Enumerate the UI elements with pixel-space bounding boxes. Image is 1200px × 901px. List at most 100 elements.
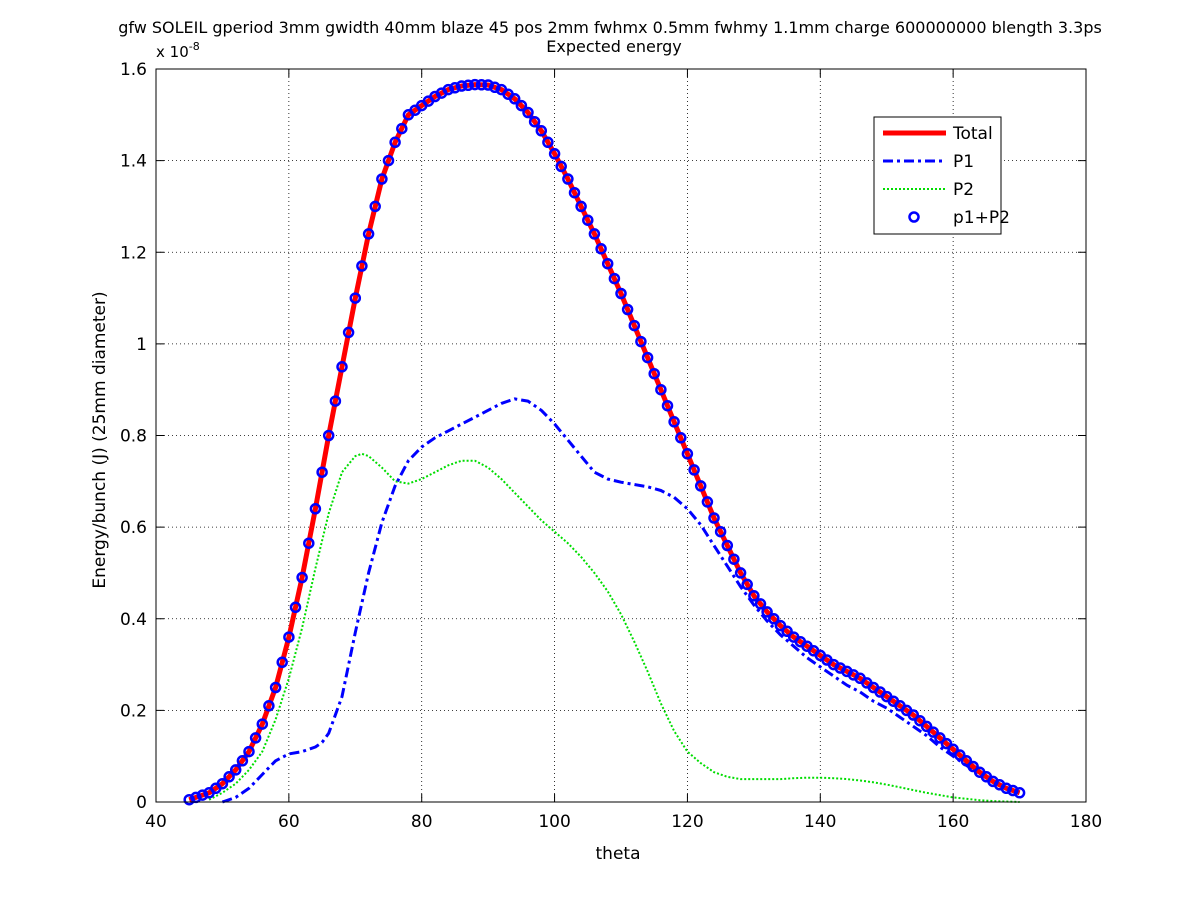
marker-p1p2 (927, 726, 939, 738)
legend: Total P1 P2 p1+P2 (873, 116, 1010, 235)
marker-p1p2 (356, 260, 368, 272)
y-tick-label: 1.6 (120, 60, 147, 80)
marker-p1p2 (1007, 784, 1019, 797)
y-tick-label: 0.6 (120, 518, 147, 538)
y-tick-label: 1.4 (120, 152, 147, 172)
y-axis-label: Energy/bunch (J) (25mm diameter) (90, 291, 110, 588)
y-multiplier: x 10-8 (156, 40, 200, 61)
marker-p1p2 (675, 432, 687, 444)
marker-p1p2 (635, 335, 647, 348)
marker-p1p2 (449, 82, 461, 94)
marker-p1p2 (249, 732, 262, 744)
marker-p1p2 (528, 115, 541, 128)
marker-p1p2 (774, 619, 787, 632)
marker-p1p2 (1013, 787, 1026, 799)
marker-p1p2 (608, 272, 621, 285)
marker-p1p2 (648, 367, 660, 380)
marker-p1p2 (582, 214, 594, 226)
x-tick-label: 140 (804, 812, 836, 832)
marker-p1p2 (728, 553, 740, 565)
marker-p1p2 (754, 598, 767, 610)
y-tick-label: 0.8 (120, 427, 147, 447)
marker-p1p2 (316, 466, 328, 478)
marker-p1p2 (535, 125, 548, 137)
x-tick-label: 100 (538, 812, 570, 832)
marker-p1p2 (621, 303, 634, 316)
marker-p1p2 (309, 503, 322, 515)
marker-p1p2 (940, 737, 953, 750)
marker-p1p2 (768, 613, 780, 625)
marker-p1p2 (283, 631, 295, 643)
marker-p1p2 (515, 99, 528, 112)
marker-p1p2 (269, 681, 282, 694)
marker-p1p2 (303, 537, 315, 549)
marker-p1p2 (907, 709, 920, 721)
marker-p1p2 (967, 760, 979, 773)
marker-p1p2 (694, 480, 707, 492)
marker-p1p2 (276, 656, 288, 669)
chart-title-line1: gfw SOLEIL gperiod 3mm gwidth 40mm blaze… (118, 18, 1102, 37)
marker-p1p2 (641, 351, 654, 364)
marker-p1p2 (362, 228, 375, 240)
marker-p1p2 (548, 148, 561, 160)
marker-p1p2 (349, 292, 362, 304)
marker-p1p2 (522, 106, 534, 119)
marker-p1p2 (508, 93, 521, 105)
legend-label-p1p2: p1+P2 (953, 208, 1010, 228)
legend-label-p1: P1 (953, 152, 974, 172)
marker-p1p2 (236, 755, 249, 767)
marker-p1p2 (734, 567, 747, 579)
marker-p1p2 (455, 80, 468, 92)
series-line-p1 (221, 397, 1021, 804)
x-tick-label: 160 (937, 812, 969, 832)
chart-title-line2: Expected energy (546, 37, 681, 56)
y-tick-label: 1 (136, 335, 147, 355)
marker-p1p2 (322, 429, 335, 442)
y-tick-label: 0.4 (120, 610, 147, 630)
marker-p1p2 (668, 416, 680, 428)
marker-p1p2 (382, 154, 395, 167)
marker-p1p2 (183, 793, 195, 806)
marker-p1p2 (947, 743, 959, 756)
marker-p1p2 (1000, 782, 1013, 795)
x-tick-label: 120 (671, 812, 703, 832)
marker-p1p2 (369, 200, 381, 213)
marker-p1p2 (628, 319, 641, 332)
y-tick-label: 1.2 (120, 243, 147, 263)
x-tick-label: 40 (145, 812, 167, 832)
marker-p1p2 (681, 448, 694, 460)
marker-p1p2 (555, 160, 567, 173)
marker-p1p2 (263, 700, 275, 712)
marker-p1p2 (761, 606, 773, 618)
marker-p1p2 (542, 136, 554, 149)
marker-p1p2 (469, 78, 481, 91)
marker-p1p2 (296, 571, 308, 584)
marker-p1p2 (960, 755, 973, 767)
marker-p1p2 (701, 496, 714, 508)
marker-p1p2 (243, 745, 255, 758)
marker-p1p2 (748, 590, 760, 602)
legend-label-p2: P2 (953, 180, 974, 200)
marker-p1p2 (196, 789, 209, 801)
x-tick-label: 80 (411, 812, 433, 832)
marker-p1p2 (289, 601, 302, 614)
marker-p1p2 (920, 720, 933, 733)
marker-p1p2 (568, 186, 581, 199)
marker-p1p2 (223, 771, 235, 783)
marker-p1p2 (721, 539, 734, 552)
x-axis-label: theta (596, 844, 641, 864)
marker-p1p2 (914, 714, 926, 727)
plot-area (183, 78, 1026, 806)
marker-p1p2 (588, 228, 601, 240)
marker-p1p2 (489, 81, 501, 94)
axis-ticks: 40 60 80 100 120 140 160 180 0 0.2 0.4 0.6 0.8 1 1.2 1.… (120, 60, 1102, 832)
marker-p1p2 (595, 243, 607, 255)
marker-p1p2 (329, 395, 342, 407)
marker-p1p2 (781, 625, 793, 638)
marker-p1p2 (954, 749, 966, 761)
marker-p1p2 (376, 173, 388, 185)
marker-p1p2 (601, 257, 614, 270)
marker-p1p2 (396, 122, 408, 135)
legend-box (873, 116, 1002, 235)
